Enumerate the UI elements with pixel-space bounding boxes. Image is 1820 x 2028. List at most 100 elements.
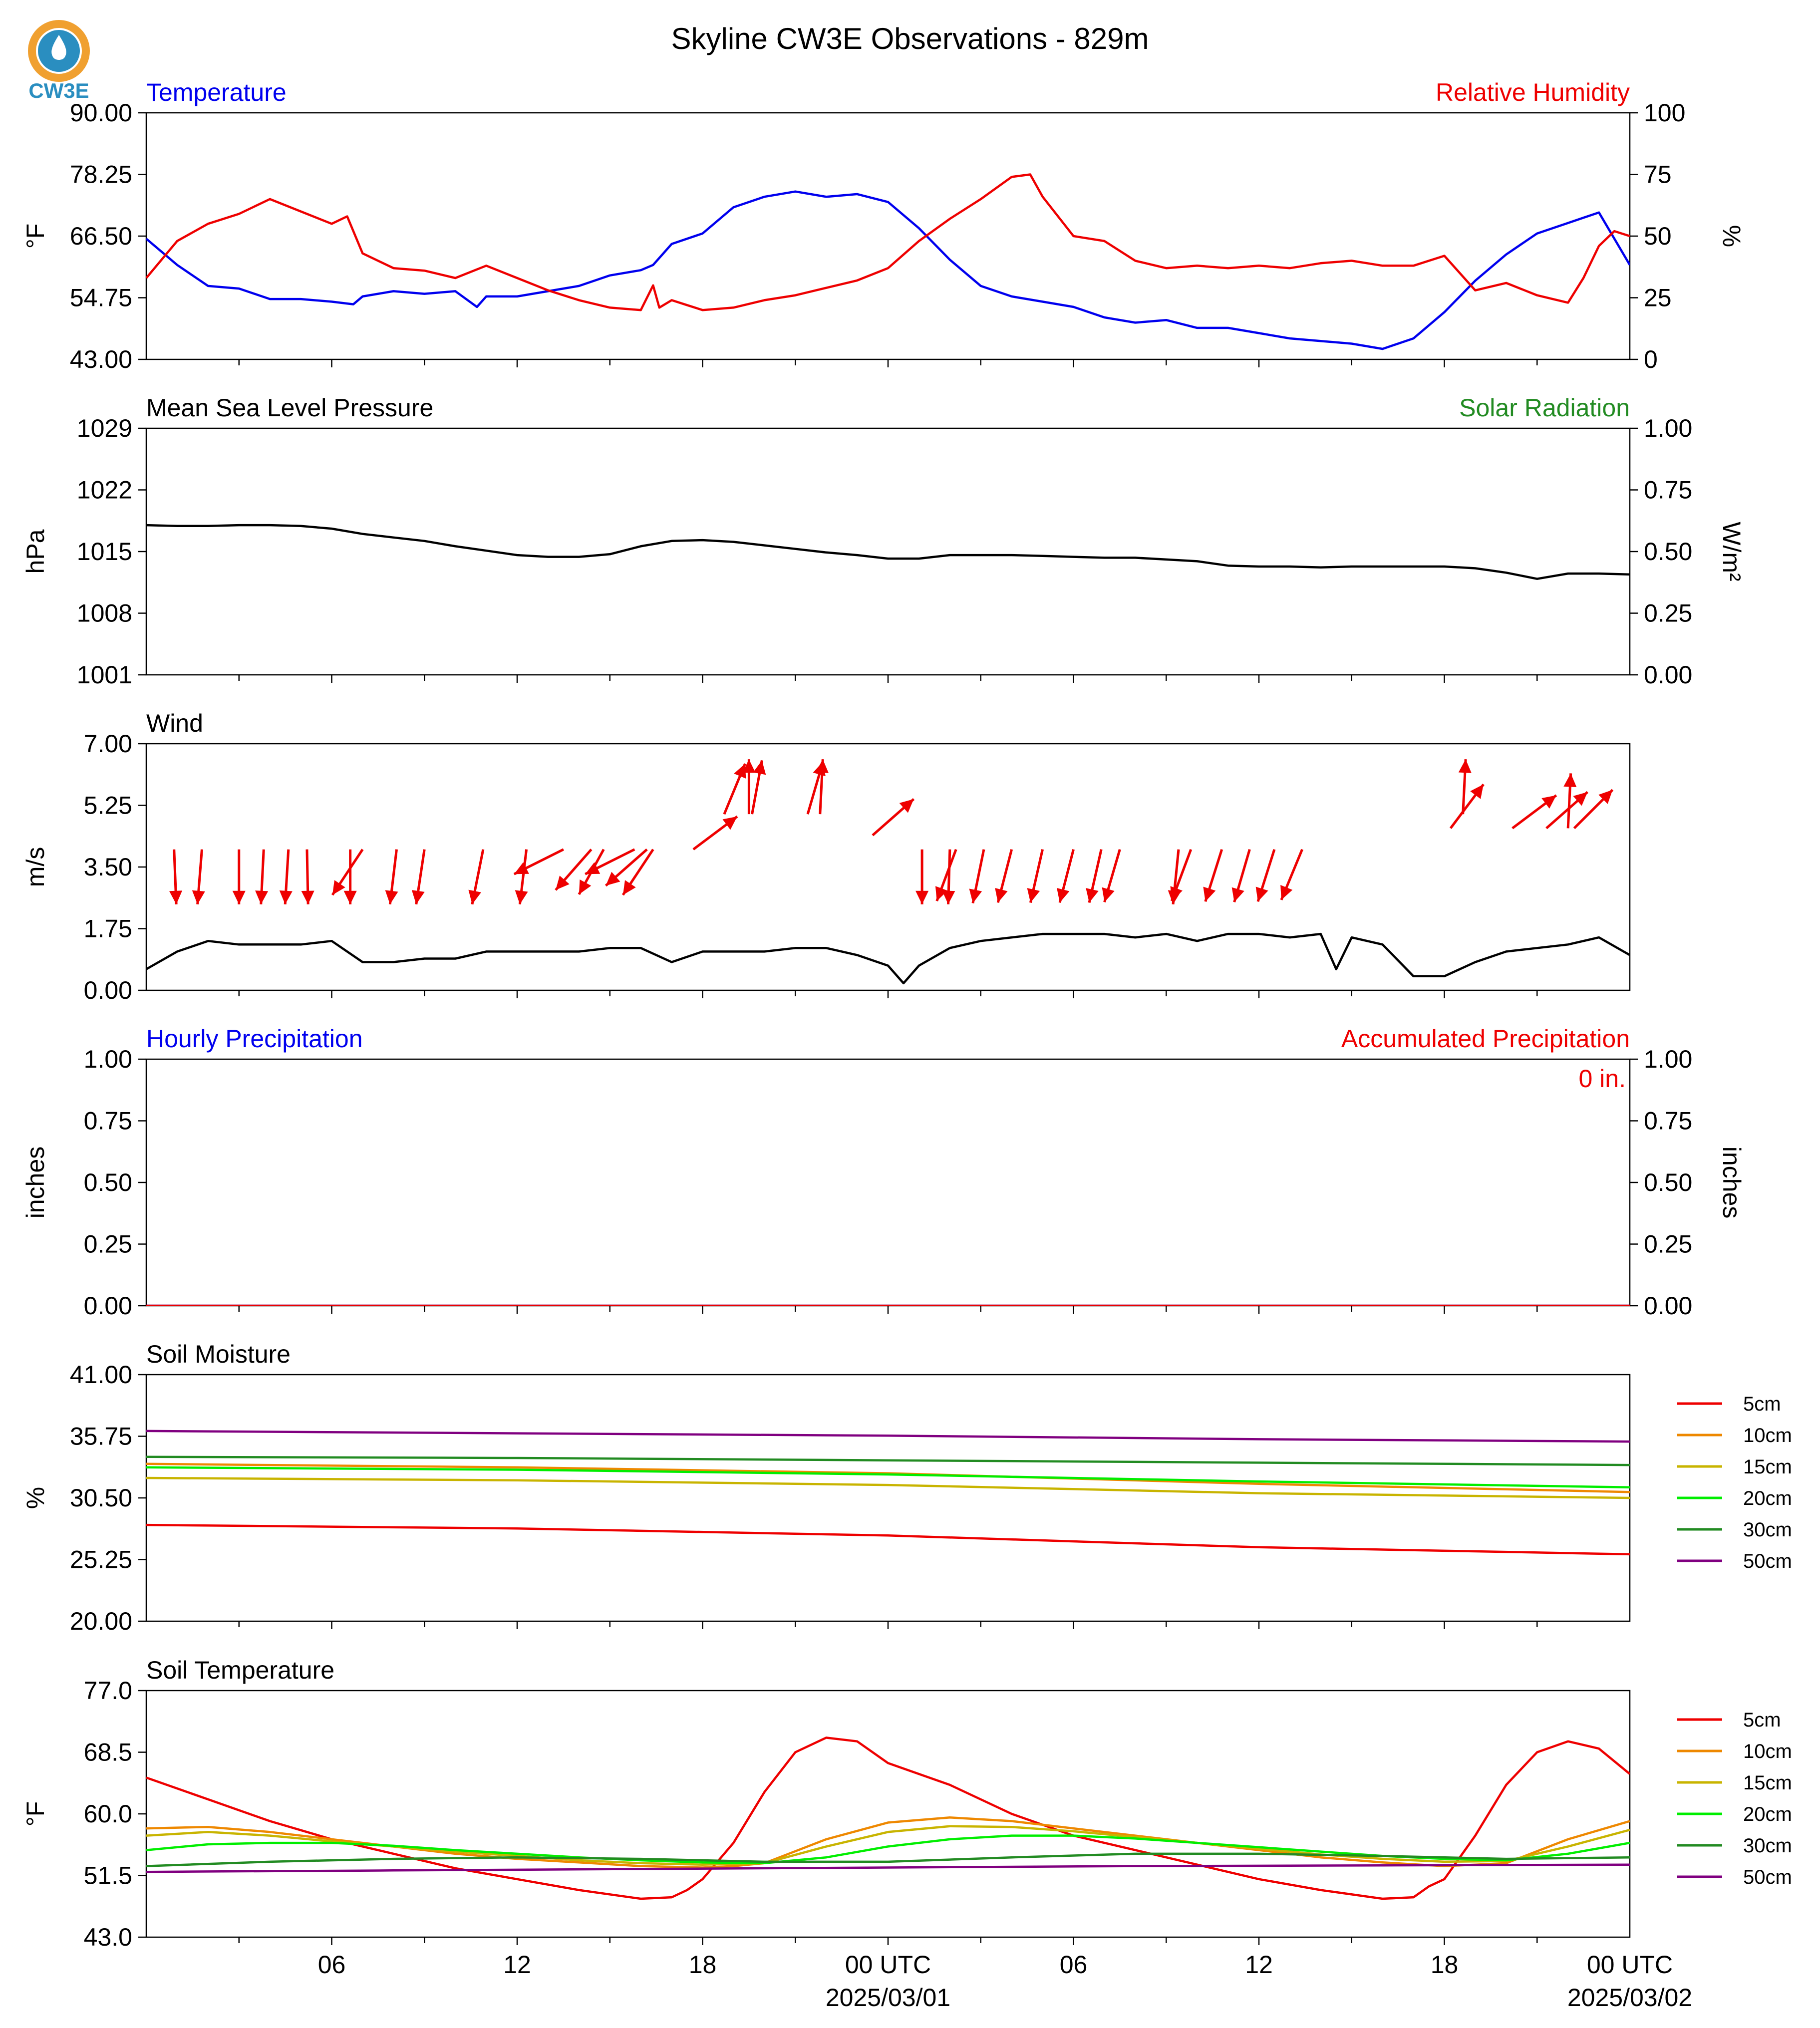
series-line-relative-humidity — [146, 173, 1630, 311]
y-tick-label-right: 25 — [1644, 284, 1672, 312]
wind-arrow-head-icon — [1203, 886, 1216, 902]
series-line-20cm — [146, 1466, 1630, 1489]
wind-arrow-head-icon — [585, 862, 601, 874]
series-group — [146, 1737, 1630, 1900]
legend-label-15cm: 15cm — [1743, 1772, 1792, 1794]
wind-arrow-head-icon — [385, 890, 398, 904]
x-tick-label: 12 — [503, 1951, 531, 1979]
y-tick-label: 1029 — [77, 414, 132, 442]
x-tick-date-label: 2025/03/01 — [826, 1984, 950, 2012]
series-group — [146, 524, 1630, 580]
y-tick-label: 1001 — [77, 661, 132, 689]
panel-title: Mean Sea Level Pressure — [146, 394, 433, 422]
wind-arrow-head-icon — [169, 890, 183, 904]
legend-label-50cm: 50cm — [1743, 1550, 1792, 1572]
y-tick-label-right: 0.75 — [1644, 1107, 1692, 1135]
panel-title: Hourly Precipitation — [146, 1025, 363, 1053]
wind-arrow-head-icon — [606, 871, 620, 886]
wind-arrow-head-icon — [1255, 886, 1268, 902]
panel-title: Soil Moisture — [146, 1340, 291, 1368]
panel-pressure-solar: Mean Sea Level Pressure Solar Radiation 10… — [21, 394, 1746, 689]
series-line-30cm — [146, 1455, 1630, 1466]
y-tick-label: 0.50 — [84, 1168, 132, 1196]
wind-arrow-head-icon — [556, 875, 570, 890]
y-axis-label: % — [21, 1487, 49, 1509]
y-tick-label: 68.5 — [84, 1738, 132, 1766]
logo-drop-icon — [51, 35, 66, 60]
panel-title: Wind — [146, 709, 203, 737]
wind-arrow-head-icon — [1573, 792, 1588, 806]
series-line-5cm — [146, 1523, 1630, 1556]
panel-title-right: Relative Humidity — [1436, 78, 1630, 106]
y-axis-label-right: inches — [1718, 1147, 1746, 1219]
series-line-15cm — [146, 1476, 1630, 1499]
y-axis-label-right: % — [1718, 225, 1746, 247]
y-axis-label: m/s — [21, 847, 49, 887]
legend-label-15cm: 15cm — [1743, 1456, 1792, 1478]
series-group — [146, 173, 1630, 350]
wind-arrow-head-icon — [969, 888, 982, 903]
wind-arrow-head-icon — [1541, 795, 1556, 809]
x-tick-date-label: 2025/03/02 — [1567, 1984, 1692, 2012]
x-tick-label: 00 UTC — [1587, 1951, 1673, 1979]
x-tick-label: 12 — [1245, 1951, 1273, 1979]
series-group — [146, 1430, 1630, 1556]
wind-arrow-head-icon — [742, 759, 756, 773]
wind-arrow-head-icon — [1458, 759, 1472, 773]
wind-arrow-head-icon — [995, 887, 1008, 903]
wind-arrow-head-icon — [579, 879, 592, 894]
wind-arrow-head-icon — [301, 890, 314, 904]
y-tick-label: 43.0 — [84, 1923, 132, 1951]
legend-label-5cm: 5cm — [1743, 1709, 1781, 1731]
wind-arrow-head-icon — [915, 890, 929, 904]
wind-arrow-head-icon — [1598, 790, 1613, 804]
legend-label-50cm: 50cm — [1743, 1866, 1792, 1888]
y-tick-label: 43.00 — [70, 345, 132, 373]
accumulated-precip-annotation: 0 in. — [1578, 1065, 1626, 1093]
y-tick-label: 5.25 — [84, 792, 132, 820]
chart-panels: Temperature Relative Humidity43.0054.7566… — [21, 78, 1792, 1951]
wind-arrow-head-icon — [514, 862, 529, 874]
series-group — [146, 932, 1630, 985]
wind-arrow-head-icon — [935, 886, 948, 901]
y-tick-label-right: 75 — [1644, 161, 1672, 189]
y-tick-label-right: 1.00 — [1644, 1045, 1692, 1073]
y-tick-label: 41.00 — [70, 1361, 132, 1389]
wind-arrow-head-icon — [1280, 884, 1293, 900]
x-tick-label: 18 — [1431, 1951, 1459, 1979]
wind-arrow-head-icon — [411, 890, 425, 904]
wind-arrow-head-icon — [343, 890, 357, 904]
wind-arrows — [169, 759, 1614, 905]
y-tick-label-right: 0.75 — [1644, 476, 1692, 504]
y-tick-label: 1008 — [77, 599, 132, 627]
wind-arrow-head-icon — [1027, 888, 1040, 903]
y-tick-label: 0.75 — [84, 1107, 132, 1135]
cw3e-logo: CW3E — [28, 20, 90, 102]
figure-title: Skyline CW3E Observations - 829m — [671, 22, 1149, 55]
y-tick-label: 77.0 — [84, 1677, 132, 1705]
series-line-50cm — [146, 1863, 1630, 1873]
wind-arrow-head-icon — [1102, 887, 1115, 902]
y-axis-label: °F — [21, 224, 49, 249]
legend-label-20cm: 20cm — [1743, 1487, 1792, 1509]
shared-time-axis: 06 12 18 00 UTC 2025/03/01 06 12 18 00 UTC 2025/0… — [318, 1951, 1692, 2012]
y-tick-label-right: 1.00 — [1644, 414, 1692, 442]
wind-arrow-head-icon — [1170, 886, 1183, 901]
wind-arrow-head-icon — [815, 759, 829, 773]
wind-arrow-head-icon — [192, 890, 205, 904]
wind-arrow-head-icon — [1086, 888, 1099, 903]
panel-wind: Wind 0.00 1.75 3.50 5.25 7.00 m/s — [21, 709, 1631, 1004]
y-tick-label: 1.75 — [84, 915, 132, 943]
y-tick-label-right: 0.50 — [1644, 1168, 1692, 1196]
wind-arrow-head-icon — [899, 799, 914, 813]
wind-arrow-head-icon — [753, 760, 766, 775]
y-tick-label: 25.25 — [70, 1546, 132, 1574]
panel-title-right: Solar Radiation — [1459, 394, 1630, 422]
wind-arrow-head-icon — [332, 880, 345, 895]
y-tick-label-right: 0.25 — [1644, 1230, 1692, 1258]
y-axis-label: inches — [21, 1147, 49, 1219]
series-line-temperature — [146, 190, 1630, 350]
y-axis-label: hPa — [21, 529, 49, 574]
